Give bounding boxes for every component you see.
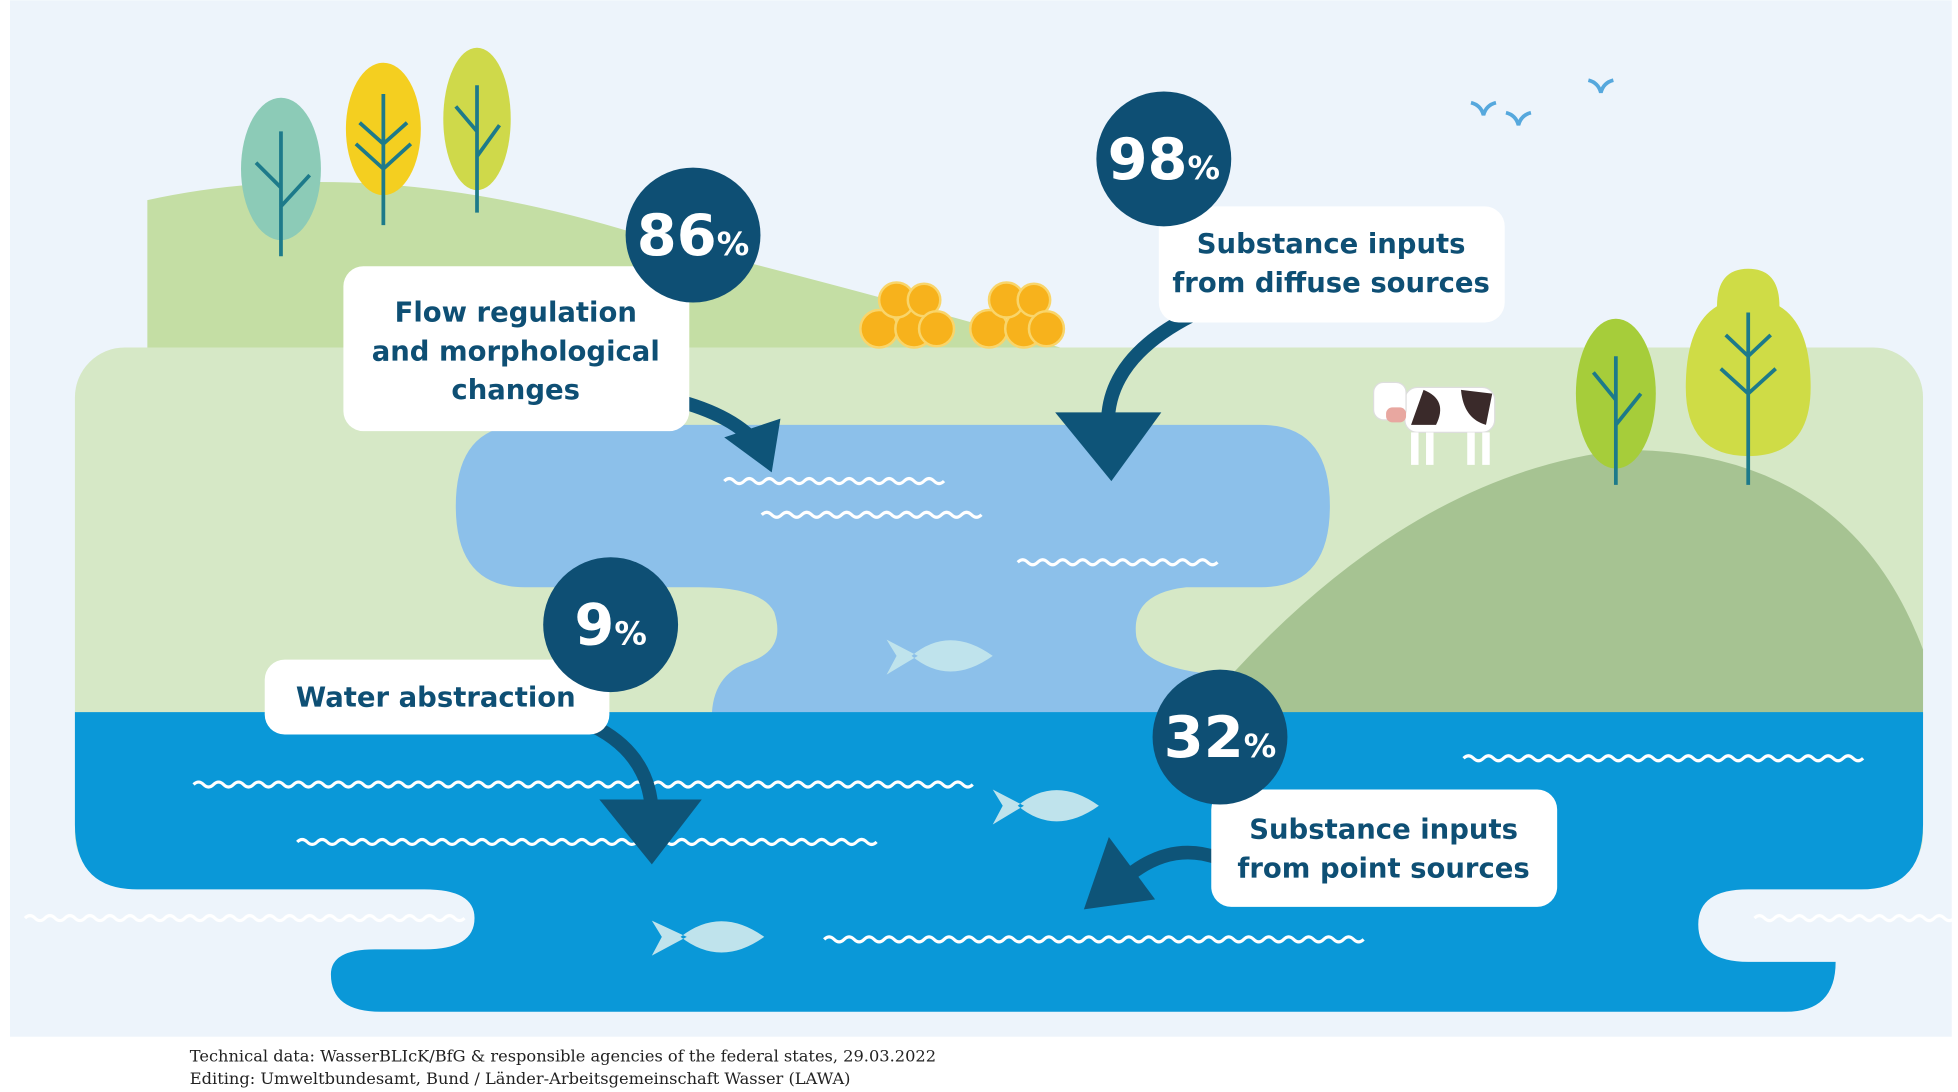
value-unit: % [614,615,647,653]
label-line: from diffuse sources [1172,268,1490,299]
bale [1029,311,1064,346]
label-line: changes [451,375,580,406]
label-line: and morphological [372,336,660,367]
value-number: 9 [574,592,614,659]
wave [1754,916,1954,921]
value-unit: % [1244,727,1277,765]
label-line: Substance inputs [1249,815,1518,846]
value-unit: % [717,225,750,263]
infographic: Flow regulation and morphological changes 8… [0,0,1958,1092]
value-number: 32 [1164,704,1244,771]
label-box [1159,206,1505,322]
wave [1018,560,1218,565]
wave [1464,756,1864,761]
value-number: 86 [637,202,717,269]
footer-line: Technical data: WasserBLIcK/BfG & respon… [190,1047,936,1066]
label-line: Flow regulation [395,298,637,329]
footer-line: Editing: Umweltbundesamt, Bund / Länder-… [190,1069,851,1088]
value-unit: % [1188,149,1221,187]
label-line: from point sources [1237,853,1529,884]
page: Flow regulation and morphological changes 8… [0,0,1958,1092]
label-line: Water abstraction [296,682,576,713]
value-number: 98 [1108,126,1188,193]
label-line: Substance inputs [1197,229,1466,260]
bale [919,311,954,346]
cow-nose [1386,407,1406,422]
label-box [1211,790,1557,907]
